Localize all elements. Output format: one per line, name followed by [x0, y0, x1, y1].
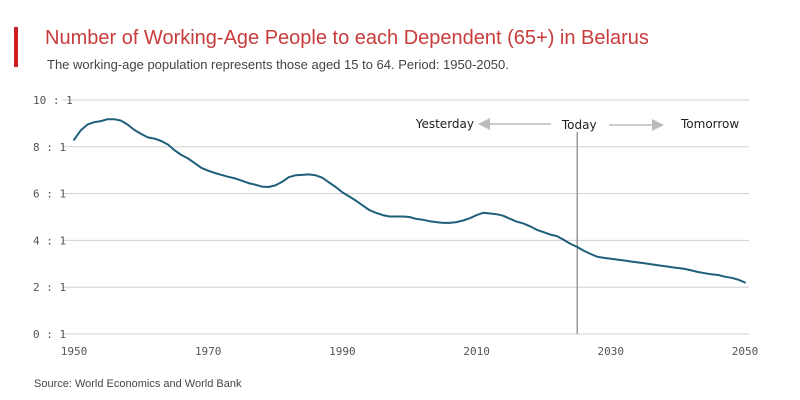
source-note: Source: World Economics and World Bank — [34, 378, 242, 390]
x-tick-label: 1970 — [195, 345, 222, 358]
y-tick-label: 6 : 1 — [33, 188, 66, 201]
tomorrow-label: Tomorrow — [680, 117, 739, 131]
series-layer — [73, 118, 746, 284]
today-annotation: Today Yesterday Tomorrow — [415, 117, 739, 334]
x-tick-label: 2010 — [463, 345, 490, 358]
yesterday-label: Yesterday — [415, 117, 474, 131]
y-tick-label: 2 : 1 — [33, 281, 66, 294]
y-tick-label: 10 : 1 — [33, 94, 73, 107]
arrow-right-icon — [652, 119, 664, 131]
x-tick-label: 1990 — [329, 345, 356, 358]
grid-lines — [62, 99, 749, 335]
y-axis-tick-labels: 0 : 1 2 : 1 4 : 1 6 : 1 8 : 1 10 : 1 — [33, 94, 73, 341]
y-tick-label: 4 : 1 — [33, 234, 66, 247]
x-tick-label: 2050 — [732, 345, 759, 358]
title-accent-bar — [14, 27, 18, 67]
y-tick-label: 8 : 1 — [33, 141, 66, 154]
x-tick-label: 2030 — [598, 345, 625, 358]
x-axis-tick-labels: 1950 1970 1990 2010 2030 2050 — [61, 345, 759, 358]
series-line-0 — [73, 118, 746, 284]
arrow-left-icon — [478, 118, 490, 130]
chart-title: Number of Working-Age People to each Dep… — [45, 27, 649, 49]
today-label: Today — [561, 118, 597, 132]
y-tick-label: 0 : 1 — [33, 328, 66, 341]
x-tick-label: 1950 — [61, 345, 88, 358]
chart-subtitle: The working-age population represents th… — [47, 57, 509, 72]
